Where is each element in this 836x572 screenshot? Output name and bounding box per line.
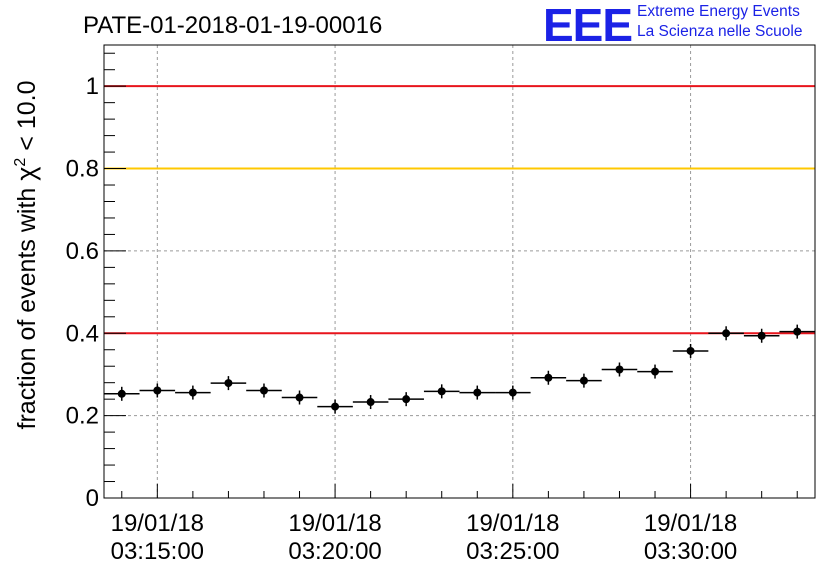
y-axis-label-main: fraction of events with xyxy=(13,181,41,430)
point-marker xyxy=(544,373,553,382)
eee-logo-mark: EEE xyxy=(543,0,633,51)
point-marker xyxy=(188,388,197,397)
point-marker xyxy=(366,398,375,407)
y-tick-label: 1 xyxy=(86,73,99,100)
data-point xyxy=(530,370,567,385)
y-tick-label: 0.2 xyxy=(66,403,99,430)
data-points xyxy=(104,324,815,414)
data-point xyxy=(566,373,602,388)
x-tick-date: 19/01/18 xyxy=(644,510,737,537)
point-marker xyxy=(331,402,340,411)
data-point xyxy=(637,364,673,379)
point-marker xyxy=(117,389,126,398)
data-point xyxy=(175,385,211,400)
svg-text:fraction of events with χ2 < 1: fraction of events with χ2 < 10.0 xyxy=(11,81,41,430)
data-point xyxy=(281,390,318,405)
x-tick-time: 03:15:00 xyxy=(111,538,204,565)
logo-line-2: La Scienza nelle Scuole xyxy=(637,23,803,40)
point-marker xyxy=(579,376,588,385)
y-axis-label-symbol: χ xyxy=(11,167,41,181)
data-point xyxy=(495,385,531,400)
data-point xyxy=(388,392,424,407)
x-tick-time: 03:20:00 xyxy=(288,538,381,565)
point-marker xyxy=(153,386,162,395)
point-marker xyxy=(437,387,446,396)
y-tick-label: 0.6 xyxy=(66,238,99,265)
chart-title: PATE-01-2018-01-19-00016 xyxy=(83,12,382,39)
y-tick-label: 0.4 xyxy=(66,320,99,347)
y-axis-label: fraction of events with χ2 < 10.0 xyxy=(11,81,41,430)
data-point xyxy=(246,383,282,398)
y-tick-label: 0.8 xyxy=(66,156,99,183)
data-point xyxy=(601,362,638,377)
grid xyxy=(104,45,815,498)
data-point xyxy=(317,399,353,414)
x-tick-date: 19/01/18 xyxy=(111,510,204,537)
data-point xyxy=(423,384,460,399)
point-marker xyxy=(224,379,233,388)
point-marker xyxy=(295,393,304,402)
y-axis-label-sup: 2 xyxy=(12,158,29,167)
axis-ticks: 00.20.40.60.8119/01/1803:15:0019/01/1803… xyxy=(66,52,798,565)
data-point xyxy=(210,376,247,391)
point-marker xyxy=(615,365,624,374)
y-tick-label: 0 xyxy=(86,485,99,512)
logo-line-1: Extreme Energy Events xyxy=(637,3,800,20)
x-tick-date: 19/01/18 xyxy=(466,510,559,537)
data-point xyxy=(779,324,815,339)
point-marker xyxy=(757,331,766,340)
point-marker xyxy=(722,329,731,338)
plot-frame xyxy=(103,44,816,499)
point-marker xyxy=(402,395,411,404)
x-tick-time: 03:30:00 xyxy=(644,538,737,565)
data-point xyxy=(708,326,744,341)
point-marker xyxy=(686,346,695,355)
data-point xyxy=(672,343,709,358)
data-point xyxy=(743,328,780,343)
y-axis-label-tail: < 10.0 xyxy=(13,81,41,158)
point-marker xyxy=(473,388,482,397)
data-point xyxy=(459,385,496,400)
point-marker xyxy=(651,367,660,376)
point-marker xyxy=(793,327,802,336)
x-tick-time: 03:25:00 xyxy=(466,538,559,565)
data-point xyxy=(104,386,140,401)
point-marker xyxy=(508,388,517,397)
data-point xyxy=(139,383,176,398)
point-marker xyxy=(259,386,268,395)
data-point xyxy=(352,395,389,410)
reference-lines xyxy=(104,85,815,335)
x-tick-date: 19/01/18 xyxy=(288,510,381,537)
